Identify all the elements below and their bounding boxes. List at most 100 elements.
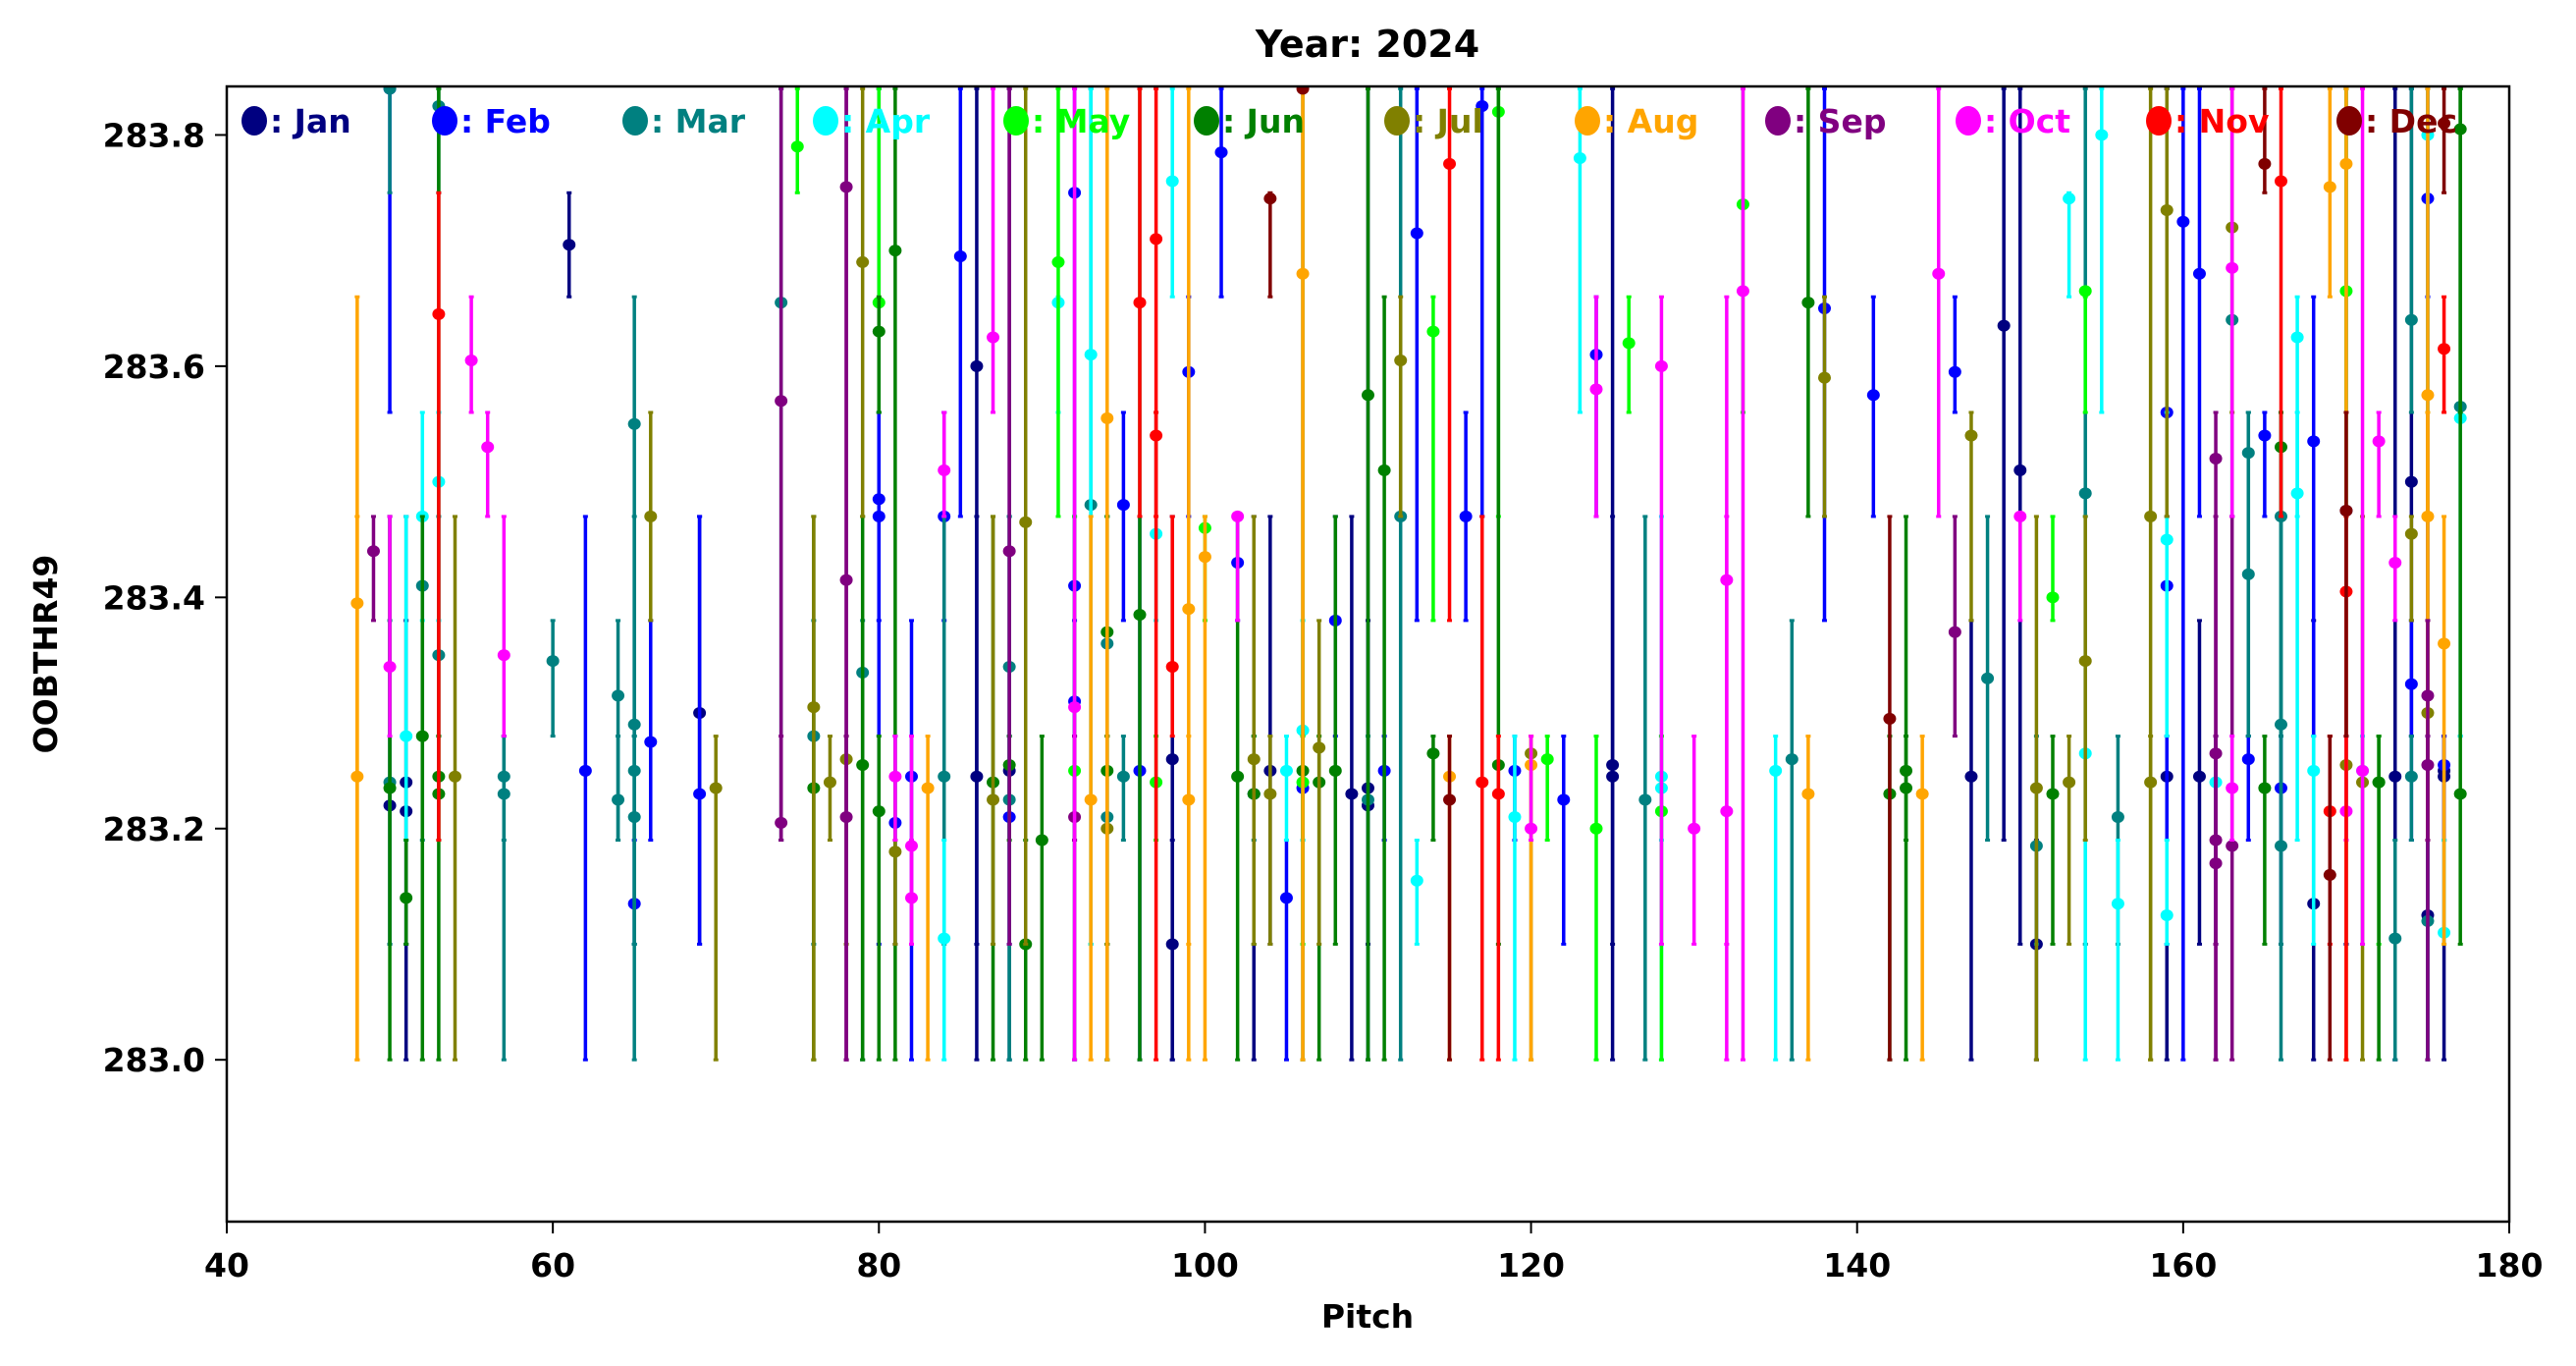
error-bar-point (2388, 839, 2402, 1062)
error-bar-point (938, 839, 951, 1062)
error-bar-point (2438, 295, 2451, 414)
error-bar-point (2226, 735, 2239, 843)
plot-frame (225, 84, 2511, 1224)
data-point (481, 441, 495, 454)
error-bar-point (1394, 295, 1408, 519)
legend-item-mar: : Mar (622, 102, 746, 140)
data-point (1525, 822, 1538, 835)
data-point (1589, 383, 1603, 396)
data-point (2160, 203, 2174, 216)
legend-item-jan: : Jan (242, 102, 351, 140)
error-bar-point (2356, 86, 2370, 946)
data-point (1476, 776, 1489, 789)
legend-item-feb: : Feb (432, 102, 551, 140)
data-point (775, 816, 788, 829)
error-bar-point (2307, 735, 2321, 946)
x-tick-label: 40 (204, 1246, 249, 1284)
data-point (1247, 753, 1261, 766)
error-bar-point (1720, 515, 1734, 1062)
data-point (2241, 568, 2255, 580)
data-point (2095, 129, 2109, 141)
data-point (2160, 533, 2174, 546)
x-tick-label: 120 (1497, 1246, 1565, 1284)
data-point (1476, 100, 1489, 113)
error-bar-point (1426, 735, 1440, 843)
data-point (2421, 510, 2435, 522)
error-bar-point (1638, 515, 1652, 1062)
data-point (2013, 510, 2027, 522)
data-point (1654, 359, 1668, 372)
error-bar-point (464, 295, 478, 414)
y-tick-label: 283.8 (103, 116, 205, 154)
error-bar-point (1654, 295, 1668, 946)
data-point (2388, 932, 2402, 945)
data-point (2241, 753, 2255, 766)
error-bar-point (2275, 86, 2287, 519)
legend-item-sep: : Sep (1765, 102, 1886, 140)
error-bar-point (1198, 515, 1211, 1062)
error-bar-point (1279, 735, 1293, 843)
data-point (872, 805, 886, 818)
legend-label: : Aug (1603, 102, 1698, 140)
x-tick-label: 180 (2476, 1246, 2544, 1284)
data-point (2144, 510, 2158, 522)
data-point (2258, 429, 2272, 442)
error-bar-point (2029, 515, 2043, 1062)
data-point (938, 932, 951, 945)
data-point (1801, 788, 1815, 800)
data-point (1198, 551, 1211, 564)
data-point (1150, 233, 1163, 246)
error-bar-point (888, 735, 902, 843)
error-bar-point (1573, 86, 1586, 414)
error-bar-point (2192, 619, 2206, 946)
data-point (839, 810, 853, 823)
error-bar-point (1345, 515, 1359, 1062)
data-point (1328, 764, 1342, 777)
x-axis-label: Pitch (1321, 1297, 1414, 1336)
error-bar-point (1165, 86, 1179, 299)
data-point (497, 788, 510, 800)
error-bar-point (2176, 86, 2190, 1062)
data-point (612, 689, 625, 702)
error-bar-point (366, 515, 380, 623)
data-point (2111, 898, 2124, 910)
data-point (1002, 545, 1016, 558)
data-point (2078, 655, 2092, 668)
error-bar-point (1736, 86, 1749, 1062)
data-point (1557, 793, 1571, 806)
data-point (1818, 371, 1831, 384)
data-point (1459, 510, 1473, 522)
error-bar-point (1051, 86, 1065, 519)
data-point (2209, 453, 2223, 465)
error-bar-point (546, 619, 560, 738)
legend-label: : Mar (651, 102, 746, 140)
data-point (383, 660, 397, 673)
data-point (1883, 712, 1897, 725)
data-point (987, 331, 1000, 344)
legend-item-apr: : Apr (813, 102, 931, 140)
data-point (693, 788, 707, 800)
data-point (2078, 285, 2092, 298)
error-bar-point (1231, 510, 1245, 623)
data-point (790, 140, 804, 153)
error-bar-point (1948, 295, 1961, 414)
data-point (921, 782, 935, 794)
error-bar-point (1818, 295, 1831, 519)
data-point (2421, 759, 2435, 772)
data-point (1214, 146, 1228, 159)
error-bar-point (2078, 285, 2092, 414)
error-bar-point (2372, 735, 2386, 1062)
data-point (2404, 527, 2418, 540)
legend-label: : May (1032, 102, 1130, 140)
data-point (563, 239, 576, 251)
error-bar-point (2404, 735, 2418, 843)
data-point (1688, 822, 1701, 835)
data-point (1948, 626, 1961, 638)
data-point (1231, 510, 1245, 522)
error-bar-point (612, 735, 625, 843)
data-point (938, 770, 951, 783)
data-point (2438, 637, 2451, 650)
x-tick-label: 60 (530, 1246, 575, 1284)
data-point (1182, 793, 1196, 806)
error-bar-point (1035, 735, 1048, 1062)
